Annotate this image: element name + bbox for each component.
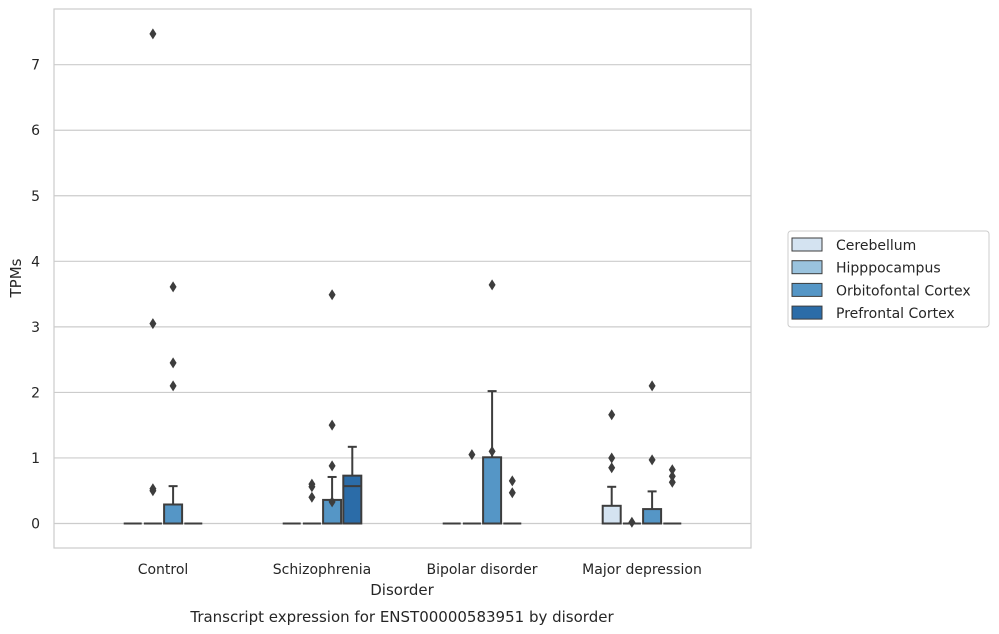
box-1-0 [143, 28, 162, 525]
outlier-point-1 [668, 470, 676, 482]
outlier-point-1 [608, 452, 616, 464]
outlier-point-0 [169, 380, 177, 392]
y-tick-label-1: 1 [31, 451, 40, 467]
box-1-2 [462, 449, 481, 525]
grid-lines [54, 64, 751, 525]
box-iqr [163, 503, 184, 525]
legend-swatch-3 [791, 305, 823, 320]
box-iqr [342, 474, 363, 525]
outlier-point-0 [328, 496, 336, 508]
x-axis-label: Disorder [370, 581, 434, 599]
box-iqr [601, 504, 622, 525]
outlier-point-0 [308, 491, 316, 503]
box-1-1 [302, 478, 321, 525]
box-iqr [642, 508, 663, 525]
outlier-point-0 [668, 476, 676, 488]
outlier-point-0 [648, 454, 656, 466]
series-2 [163, 279, 663, 525]
x-tick-labels: Control Schizophrenia Bipolar disorder Majo… [138, 562, 702, 578]
y-tick-labels: 0 1 2 3 4 5 6 7 [31, 58, 40, 533]
outlier-point-2 [169, 281, 177, 293]
outlier-point-1 [149, 483, 157, 495]
legend-frame [787, 230, 990, 328]
outlier-point-3 [328, 289, 336, 301]
outlier-point-2 [608, 409, 616, 421]
y-tick-label-0: 0 [31, 517, 40, 533]
legend: Cerebellum Hipppocampus Orbitofontal Corte… [787, 230, 990, 328]
outlier-point-2 [668, 464, 676, 476]
outlier-point-1 [169, 357, 177, 369]
legend-swatch-0 [791, 237, 823, 252]
x-tick-label-2: Bipolar disorder [426, 562, 537, 578]
x-tick-label-3: Major depression [582, 562, 702, 578]
legend-label-0: Cerebellum [836, 238, 916, 254]
y-tick-label-3: 3 [31, 320, 40, 336]
legend-swatch-1 [791, 260, 823, 275]
y-tick-label-7: 7 [31, 58, 40, 74]
y-tick-label-5: 5 [31, 189, 40, 205]
outlier-point-1 [508, 475, 516, 487]
box-2-0 [163, 281, 184, 525]
box-3-1 [342, 445, 363, 525]
y-tick-label-2: 2 [31, 385, 40, 401]
y-tick-label-6: 6 [31, 123, 40, 139]
x-tick-label-0: Control [138, 562, 189, 578]
outlier-point-0 [468, 449, 476, 461]
outlier-point-1 [648, 380, 656, 392]
plot-background [54, 9, 751, 548]
y-tick-label-4: 4 [31, 254, 40, 270]
series-3 [184, 445, 682, 525]
outlier-point-2 [149, 318, 157, 330]
box-2-1 [322, 289, 343, 525]
series-0 [123, 409, 622, 525]
outlier-point-3 [149, 28, 157, 40]
outlier-point-1 [328, 460, 336, 472]
outlier-point-0 [488, 445, 496, 457]
y-axis-label: TPMs [7, 258, 25, 298]
outlier-point-0 [628, 516, 636, 528]
outlier-point-1 [488, 279, 496, 291]
legend-label-2: Orbitofontal Cortex [836, 283, 971, 299]
plot-frame [53, 8, 752, 549]
series-1 [143, 28, 641, 528]
chart-caption: Transcript expression for ENST0000058395… [189, 608, 614, 626]
outlier-point-2 [328, 419, 336, 431]
box-2-3 [642, 380, 663, 525]
box-2-2 [482, 279, 503, 525]
x-tick-label-1: Schizophrenia [273, 562, 371, 578]
outlier-point-2 [308, 478, 316, 490]
box-1-3 [622, 516, 641, 528]
outlier-point-0 [608, 462, 616, 474]
box-0-3 [601, 409, 622, 525]
legend-label-1: Hipppocampus [836, 261, 941, 277]
box-3-3 [663, 464, 682, 525]
legend-swatch-2 [791, 282, 823, 297]
box-groups [123, 28, 682, 528]
legend-label-3: Prefrontal Cortex [836, 306, 955, 322]
box-3-2 [503, 475, 522, 525]
outlier-point-0 [508, 487, 516, 499]
box-iqr [482, 456, 503, 525]
